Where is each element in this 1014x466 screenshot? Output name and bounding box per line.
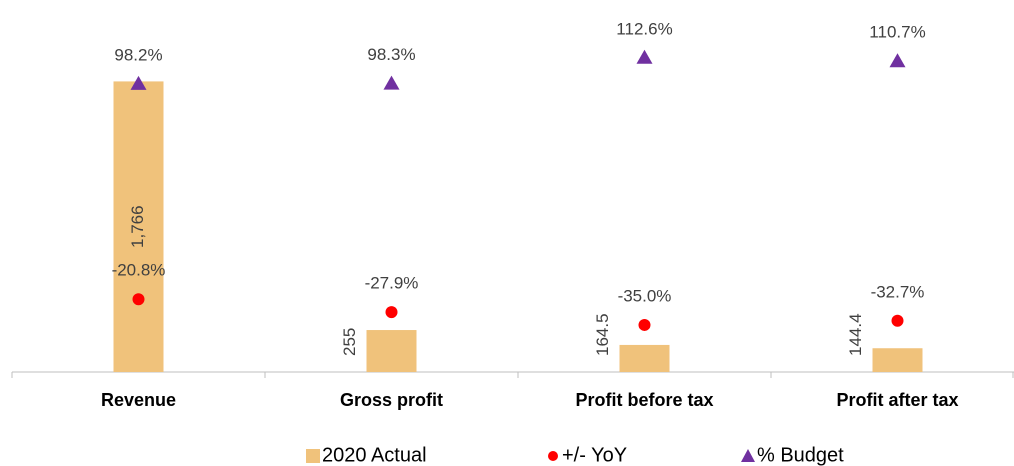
marker-value-label: -32.7% xyxy=(871,282,925,301)
x-tick-label: Gross profit xyxy=(340,390,443,410)
legend-swatch xyxy=(741,449,755,462)
marker-value-label: 98.3% xyxy=(367,45,415,64)
legend-swatch xyxy=(548,451,558,461)
circle-marker xyxy=(638,318,651,331)
marker-value-label: 98.2% xyxy=(114,45,162,64)
circle-marker xyxy=(385,306,398,319)
legend-label: +/- YoY xyxy=(562,444,627,466)
legend-swatch xyxy=(306,449,320,463)
circle-marker xyxy=(891,314,904,327)
marker-value-label: -20.8% xyxy=(112,261,166,280)
legend-label: % Budget xyxy=(757,444,844,466)
bar-value-label: 255 xyxy=(340,328,359,356)
x-tick-label: Profit after tax xyxy=(836,390,958,410)
x-tick-label: Revenue xyxy=(101,390,176,410)
bar-value-label: 164.5 xyxy=(593,313,612,356)
x-tick-label: Profit before tax xyxy=(575,390,713,410)
marker-value-label: -27.9% xyxy=(365,274,419,293)
bar-value-label: 144.4 xyxy=(846,313,865,356)
legend-label: 2020 Actual xyxy=(322,444,427,466)
triangle-marker xyxy=(889,53,906,68)
triangle-marker xyxy=(383,75,400,90)
bar-value-label: 1,766 xyxy=(128,205,147,248)
marker-value-label: -35.0% xyxy=(618,286,672,305)
bar xyxy=(366,330,417,372)
marker-value-label: 110.7% xyxy=(869,23,925,42)
triangle-marker xyxy=(130,75,147,90)
circle-marker xyxy=(132,293,145,306)
bar xyxy=(619,344,670,372)
bar xyxy=(872,348,923,372)
bar xyxy=(113,81,164,373)
marker-value-label: 112.6% xyxy=(616,19,672,38)
triangle-marker xyxy=(636,49,653,64)
